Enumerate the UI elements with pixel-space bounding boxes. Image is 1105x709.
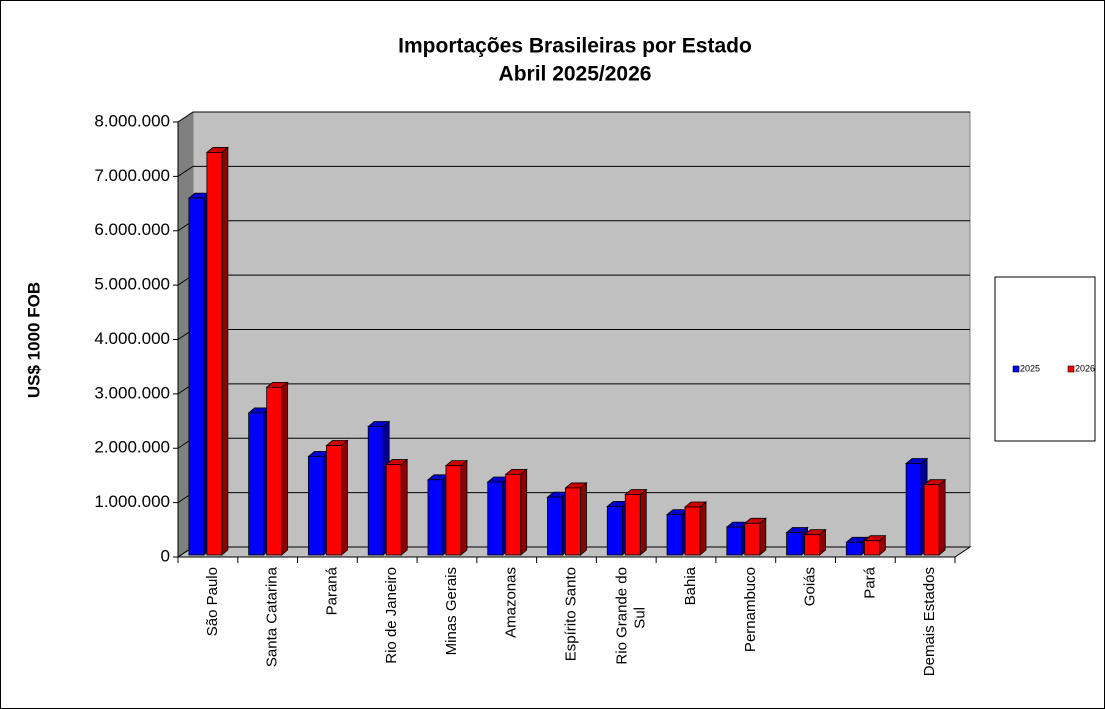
bar (505, 473, 522, 556)
bar (905, 463, 922, 556)
bar (804, 534, 820, 556)
bar-side (400, 458, 408, 556)
bar (326, 445, 342, 556)
bar (427, 479, 444, 556)
bar (666, 514, 683, 556)
bar (726, 526, 743, 556)
x-tick-label: Pernambuco (742, 567, 759, 652)
y-tick-label: 2.000.000 (94, 438, 170, 457)
x-tick-label-line: Sul (631, 607, 648, 629)
bar (367, 426, 384, 556)
bar (606, 506, 623, 556)
x-tick-label: Pará (861, 566, 878, 598)
y-tick-label: 5.000.000 (94, 275, 170, 294)
bar (308, 456, 324, 556)
bar (845, 541, 862, 556)
chart-subtitle: Abril 2025/2026 (499, 63, 652, 86)
bar (206, 152, 223, 556)
bar (923, 484, 940, 556)
x-tick-label: Goiás (802, 567, 819, 606)
bar-side (759, 517, 767, 556)
x-tick-label-line: Rio Grande do (613, 567, 630, 665)
y-tick-label: 8.000.000 (94, 111, 170, 130)
legend-box (994, 276, 1096, 442)
x-tick-label: Rio de Janeiro (383, 567, 400, 664)
y-tick-label: 4.000.000 (94, 329, 170, 348)
bar (547, 496, 563, 556)
bar-side (580, 482, 587, 556)
bar-side (281, 381, 289, 556)
x-tick-label: São Paulo (204, 567, 221, 636)
bar-side (460, 459, 468, 556)
y-tick-label: 7.000.000 (94, 166, 170, 185)
x-tick-label: Demais Estados (921, 567, 938, 676)
x-tick-label: Bahia (682, 566, 699, 605)
bar (445, 465, 462, 556)
bar-side (938, 478, 946, 556)
x-tick-label: Rio Grande doSul (613, 567, 648, 665)
bar-side (639, 488, 647, 556)
y-tick-label: 3.000.000 (94, 383, 170, 402)
bar (624, 494, 641, 556)
chart-title: Importações Brasileiras por Estado (398, 35, 752, 58)
bar (487, 481, 504, 556)
legend-swatch (1067, 365, 1075, 373)
legend-label: 2026 (1075, 363, 1095, 373)
bar (248, 412, 265, 556)
y-tick-label: 6.000.000 (94, 220, 170, 239)
grid-line-side (177, 111, 194, 123)
x-tick-label: Espírito Santo (562, 567, 579, 661)
bar (744, 522, 761, 556)
bar (863, 540, 880, 556)
bar-side (221, 146, 229, 556)
x-tick-label: Santa Catarina (264, 566, 281, 667)
bar-side (699, 501, 707, 556)
bar (188, 197, 205, 556)
bar (385, 464, 402, 556)
bar (266, 386, 283, 556)
y-axis-label: US$ 1000 FOB (24, 282, 43, 398)
bar (565, 487, 581, 556)
bar (684, 506, 701, 556)
grid-line-side (177, 165, 194, 177)
x-tick-label: Minas Gerais (443, 567, 460, 655)
x-tick-label: Paraná (323, 566, 340, 615)
legend-label: 2025 (1020, 363, 1040, 373)
x-tick-label: Amazonas (503, 567, 520, 638)
bar (786, 532, 802, 556)
y-tick-label: 1.000.000 (94, 492, 170, 511)
legend-swatch (1012, 365, 1020, 373)
bar-side (520, 468, 528, 556)
bar-side (341, 439, 348, 556)
y-tick-label: 0 (161, 546, 170, 565)
